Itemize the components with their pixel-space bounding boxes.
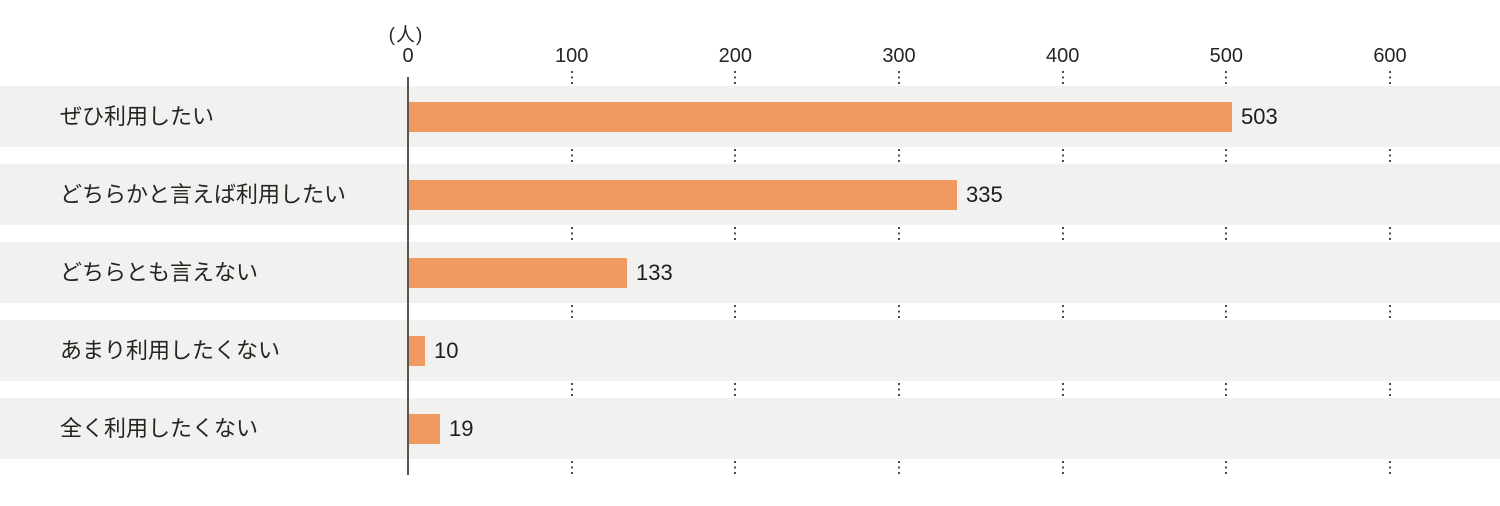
bar (409, 101, 1232, 132)
tick-dotted-line (898, 383, 900, 397)
tick-dotted-line (1061, 149, 1064, 163)
category-label: どちらとも言えない (60, 259, 259, 285)
tick-dotted-line (1061, 227, 1064, 241)
tick-dotted-line (1389, 383, 1391, 397)
value-label: 335 (966, 181, 1003, 207)
value-label: 133 (636, 259, 673, 285)
tick-dotted-line (898, 71, 900, 85)
tick-dotted-line (1389, 227, 1391, 241)
tick-dotted-line (570, 227, 573, 241)
chart-row (0, 398, 1500, 459)
x-tick-label: 500 (1209, 45, 1244, 67)
tick-dotted-line (1389, 305, 1391, 319)
x-tick-label: 200 (718, 45, 753, 67)
tick-dotted-line (570, 383, 573, 397)
value-label: 19 (449, 415, 474, 441)
tick-dotted-line (570, 71, 573, 85)
bar (409, 335, 425, 366)
tick-dotted-line (1389, 71, 1391, 85)
tick-dotted-line (898, 227, 900, 241)
tick-dotted-line (898, 149, 900, 163)
tick-dotted-line (1225, 71, 1228, 85)
tick-dotted-line (734, 305, 737, 319)
tick-dotted-line (1389, 461, 1391, 474)
tick-dotted-line (1061, 383, 1064, 397)
tick-dotted-line (1389, 149, 1391, 163)
bar (409, 179, 957, 210)
x-tick-label: 400 (1045, 45, 1080, 67)
bar (409, 257, 627, 288)
tick-dotted-line (570, 149, 573, 163)
tick-dotted-line (734, 227, 737, 241)
tick-dotted-line (898, 461, 900, 474)
category-label: どちらかと言えば利用したい (60, 181, 347, 207)
x-tick-label: 0 (402, 45, 414, 67)
category-label: ぜひ利用したい (60, 103, 215, 129)
tick-dotted-line (734, 71, 737, 85)
tick-dotted-line (1225, 383, 1228, 397)
x-tick-label: 600 (1373, 45, 1407, 67)
tick-dotted-line (734, 149, 737, 163)
x-tick-label: 100 (554, 45, 589, 67)
tick-dotted-line (1061, 305, 1064, 319)
chart-row (0, 242, 1500, 303)
chart-row (0, 320, 1500, 381)
axis-unit-label: (人) (388, 25, 424, 46)
tick-dotted-line (1225, 149, 1228, 163)
category-label: あまり利用したくない (60, 337, 281, 363)
tick-dotted-line (570, 305, 573, 319)
tick-dotted-line (734, 461, 737, 474)
tick-dotted-line (1061, 461, 1064, 474)
tick-dotted-line (898, 305, 900, 319)
bar (409, 413, 440, 444)
tick-dotted-line (570, 461, 573, 474)
x-tick-label: 300 (882, 45, 916, 67)
tick-dotted-line (1225, 227, 1228, 241)
tick-dotted-line (1061, 71, 1064, 85)
category-label: 全く利用したくない (60, 415, 259, 441)
value-label: 10 (434, 337, 459, 363)
value-label: 503 (1241, 103, 1278, 129)
tick-dotted-line (734, 383, 737, 397)
tick-dotted-line (1225, 305, 1228, 319)
tick-dotted-line (1225, 461, 1228, 474)
y-axis-line (407, 77, 409, 475)
